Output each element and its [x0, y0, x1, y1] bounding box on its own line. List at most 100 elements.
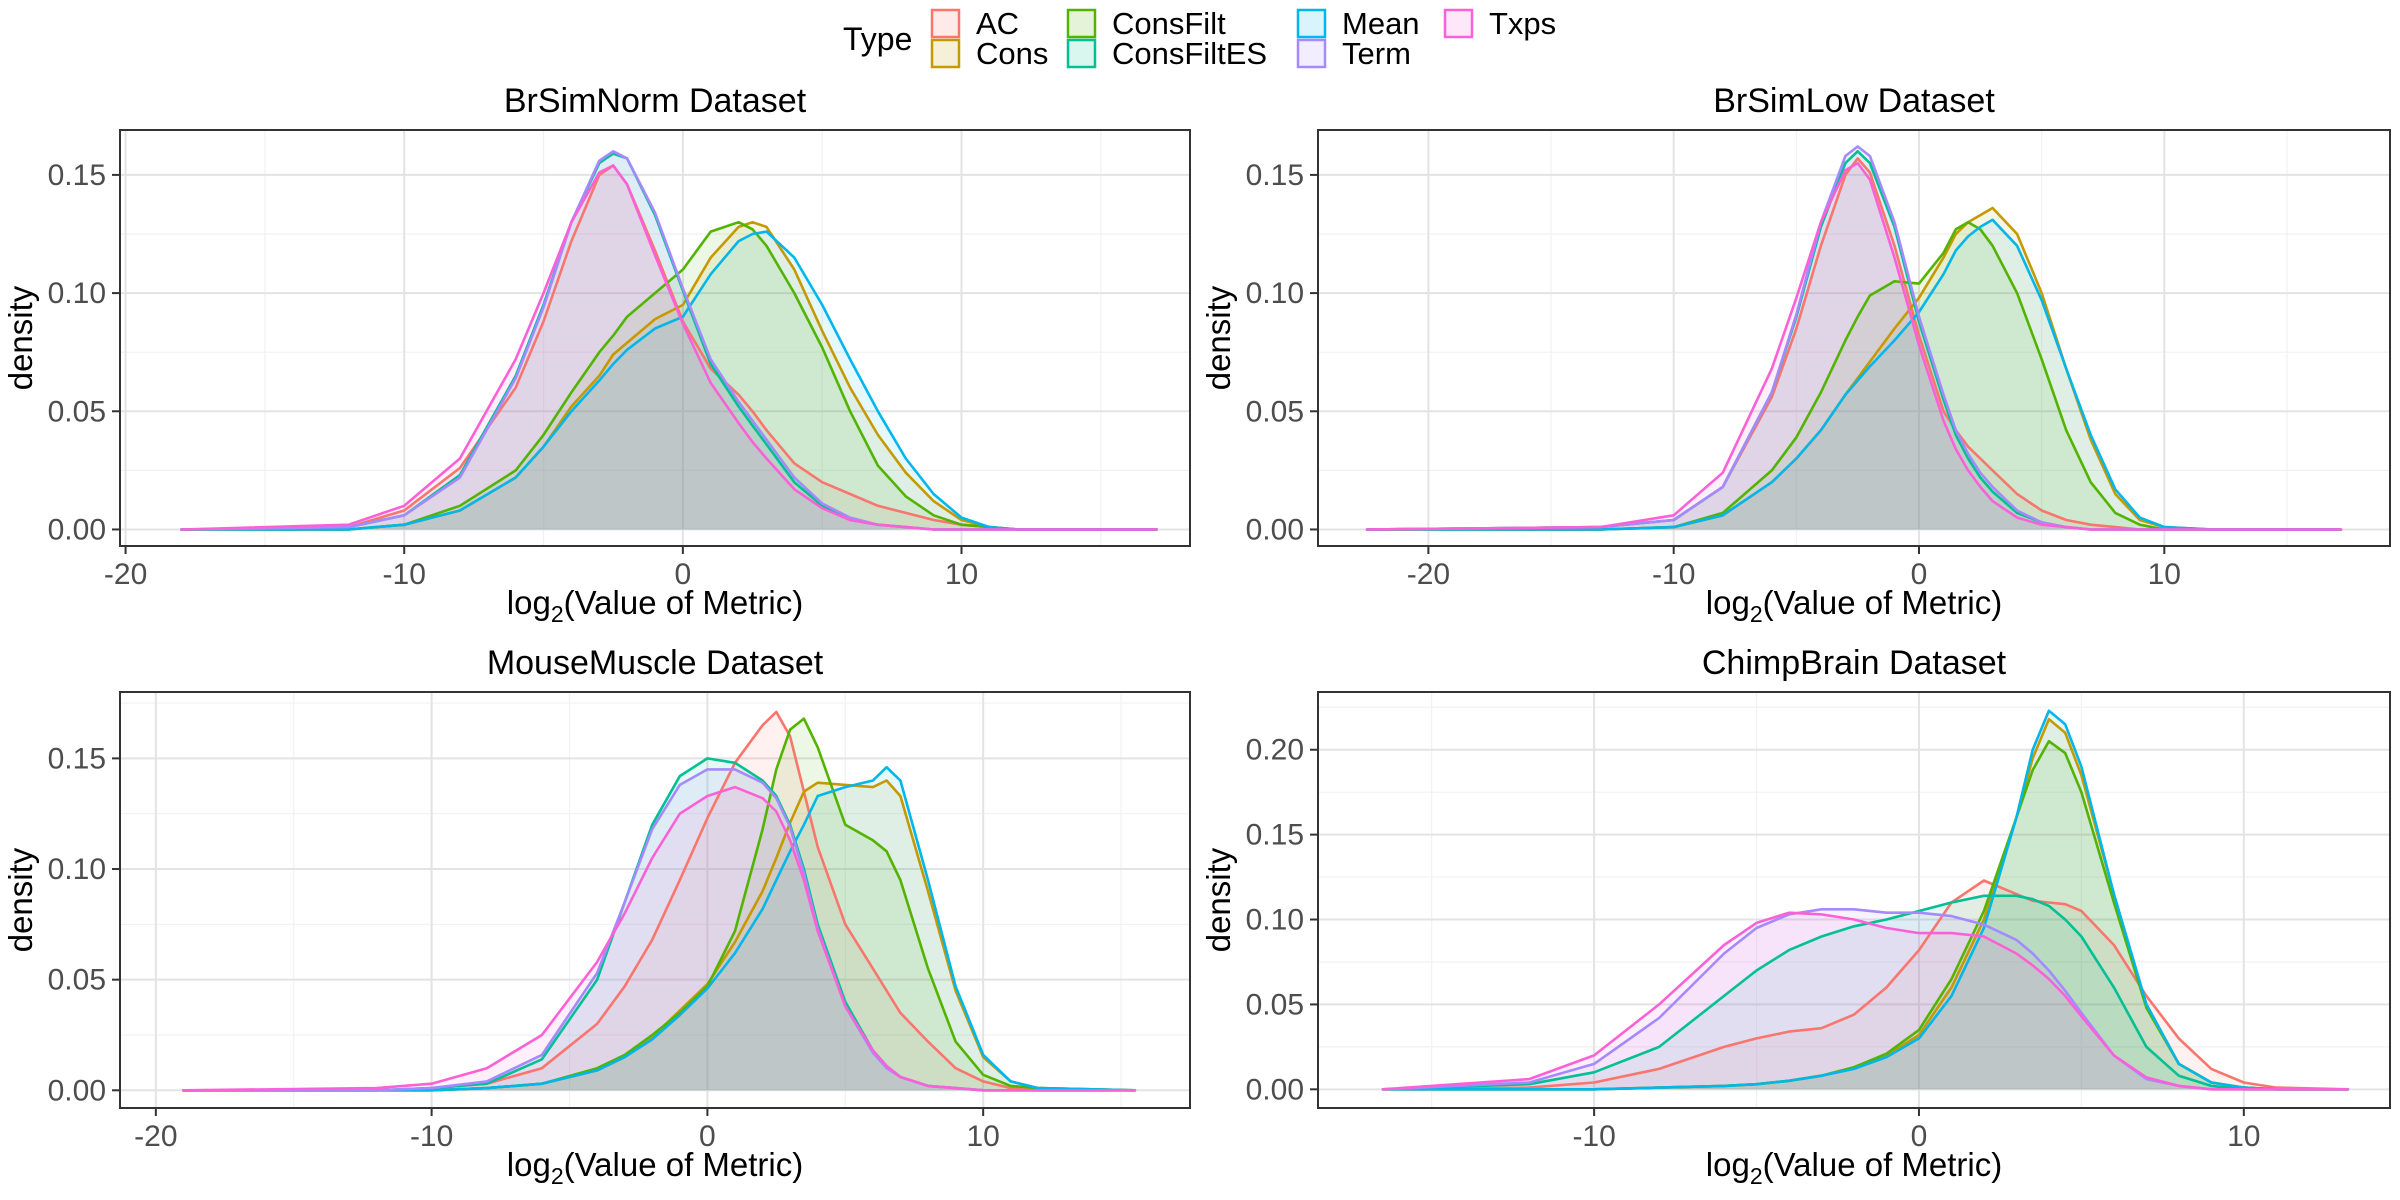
legend-label-ac: AC — [976, 6, 1019, 41]
density-line-consfiltes — [1381, 894, 2350, 1091]
y-tick-label: 0.05 — [1246, 395, 1304, 428]
density-area-consfilt — [181, 222, 1157, 530]
x-tick-label: -10 — [383, 558, 426, 591]
y-tick-label: 0.00 — [1246, 1073, 1304, 1106]
panel-3: MouseMuscle Dataset -20 -10 0 10 0.00 0.05 0.10… — [2, 644, 1191, 1189]
density-area-mean — [181, 231, 1157, 530]
y-tick-label: 0.05 — [48, 964, 106, 997]
y-axis-label: density — [2, 847, 39, 952]
density-area-term — [1383, 909, 2348, 1090]
density-line-ac — [180, 164, 1158, 531]
plot-background — [120, 130, 1190, 546]
x-tick-label: 0 — [1911, 1120, 1928, 1153]
density-line-ac — [1381, 879, 2350, 1091]
y-tick-label: 0.15 — [1246, 159, 1304, 192]
density-line-txps — [1381, 911, 2350, 1091]
density-lines — [180, 150, 1158, 531]
density-areas — [1383, 710, 2348, 1090]
legend-label-mean: Mean — [1342, 6, 1420, 41]
panel-1: BrSimNorm Dataset -20 -10 0 10 0.00 0.05 0.10 0.… — [2, 82, 1191, 627]
density-line-mean — [182, 765, 1137, 1092]
y-tick-label: 0.10 — [1246, 277, 1304, 310]
y-tick-label: 0.05 — [48, 395, 106, 428]
axis-ticks: -20 -10 0 10 0.00 0.05 0.10 0.15 — [48, 159, 979, 591]
y-tick-label: 0.10 — [1246, 904, 1304, 937]
panel-border — [119, 129, 1191, 547]
y-axis-label: density — [1200, 847, 1237, 952]
panel-4: ChimpBrain Dataset -10 0 10 0.00 0.05 0.10 0.15… — [1200, 644, 2391, 1189]
plot-background — [1318, 692, 2390, 1108]
density-line-ac — [182, 710, 1137, 1092]
density-area-txps — [1383, 912, 2348, 1090]
x-tick-label: 10 — [2227, 1120, 2260, 1153]
x-axis-label: log2(Value of Metric) — [507, 584, 803, 627]
legend-key-mean — [1296, 8, 1327, 39]
legend-label-txps: Txps — [1489, 6, 1556, 41]
plot-background — [1318, 130, 2390, 546]
x-tick-label: 10 — [945, 558, 978, 591]
y-tick-label: 0.10 — [48, 277, 106, 310]
density-area-consfiltes — [1383, 895, 2348, 1090]
legend-label-term: Term — [1342, 36, 1411, 71]
density-line-mean — [1365, 218, 2343, 531]
density-area-consfiltes — [181, 153, 1157, 530]
density-lines — [1381, 709, 2350, 1091]
density-area-consfilt — [183, 718, 1135, 1091]
density-lines — [1365, 145, 2343, 531]
density-area-cons — [1383, 719, 2348, 1090]
y-axis-label: density — [1200, 285, 1237, 390]
panel-border — [119, 691, 1191, 1109]
density-area-cons — [183, 780, 1135, 1091]
density-area-cons — [181, 222, 1157, 530]
density-area-term — [181, 151, 1157, 530]
y-tick-label: 0.10 — [48, 853, 106, 886]
density-area-consfilt — [1367, 222, 2341, 530]
legend-key-txps — [1443, 8, 1474, 39]
x-axis-label: log2(Value of Metric) — [507, 1146, 803, 1189]
x-tick-label: -20 — [1407, 558, 1450, 591]
y-tick-label: 0.00 — [1246, 513, 1304, 546]
x-axis-label: log2(Value of Metric) — [1706, 1146, 2002, 1189]
density-area-ac — [1383, 880, 2348, 1090]
density-area-mean — [1383, 710, 2348, 1090]
panel-border — [1317, 129, 2391, 547]
legend-key-cons — [930, 38, 961, 69]
legend-label-consfilt: ConsFilt — [1112, 6, 1226, 41]
x-axis-label: log2(Value of Metric) — [1706, 584, 2002, 627]
density-area-ac — [183, 711, 1135, 1091]
legend-title: Type — [843, 21, 912, 57]
panel-border — [1317, 691, 2391, 1109]
density-lines — [182, 710, 1137, 1092]
density-area-consfilt — [1383, 741, 2348, 1090]
x-tick-label: -10 — [410, 1120, 453, 1153]
y-tick-label: 0.00 — [48, 513, 106, 546]
density-line-consfilt — [180, 220, 1158, 531]
density-line-txps — [1365, 161, 2343, 531]
density-areas — [181, 151, 1157, 530]
density-area-term — [1367, 146, 2341, 530]
x-tick-label: 10 — [2148, 558, 2181, 591]
panel-title: ChimpBrain Dataset — [1702, 644, 2007, 682]
y-tick-label: 0.15 — [1246, 819, 1304, 852]
legend-label-consfiltes: ConsFiltES — [1112, 36, 1267, 71]
density-area-txps — [181, 165, 1157, 530]
density-line-mean — [180, 230, 1158, 531]
panel-title: BrSimLow Dataset — [1713, 82, 1995, 120]
x-tick-label: 0 — [675, 558, 692, 591]
density-line-txps — [180, 164, 1158, 531]
density-area-term — [183, 769, 1135, 1091]
axis-ticks: -10 0 10 0.00 0.05 0.10 0.15 0.20 — [1246, 734, 2261, 1153]
y-tick-label: 0.15 — [48, 742, 106, 775]
y-tick-label: 0.05 — [1246, 988, 1304, 1021]
axis-ticks: -20 -10 0 10 0.00 0.05 0.10 0.15 — [48, 742, 1000, 1153]
density-area-consfiltes — [1367, 151, 2341, 530]
density-area-txps — [1367, 163, 2341, 530]
y-tick-label: 0.15 — [48, 159, 106, 192]
x-tick-label: 10 — [966, 1120, 999, 1153]
legend-key-consfiltes — [1066, 38, 1097, 69]
density-line-mean — [1381, 709, 2350, 1091]
x-tick-label: 0 — [1911, 558, 1928, 591]
x-tick-label: -10 — [1652, 558, 1695, 591]
